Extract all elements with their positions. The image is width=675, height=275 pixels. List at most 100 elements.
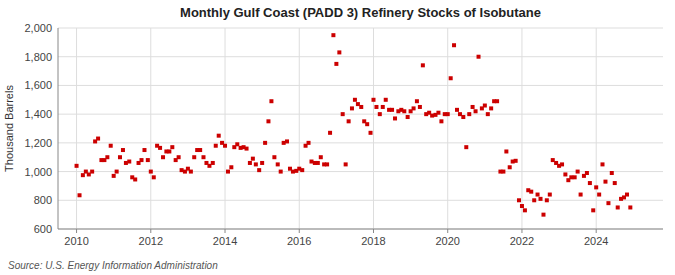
point (585, 171, 589, 175)
point (90, 170, 94, 174)
tick-mark (373, 229, 374, 233)
point (486, 112, 490, 116)
point (545, 198, 549, 202)
point (418, 105, 422, 109)
point (613, 181, 617, 185)
point (402, 109, 406, 113)
point (393, 116, 397, 120)
point (371, 98, 375, 102)
point (477, 55, 481, 59)
tick-label: 2,000 (24, 22, 52, 34)
tick-label: 2014 (213, 235, 237, 247)
point (133, 177, 137, 181)
point (223, 144, 227, 148)
point (532, 198, 536, 202)
tick-mark (596, 229, 597, 233)
point (334, 62, 338, 66)
point (161, 155, 165, 159)
y-axis-label: Thousand Barrels (3, 85, 15, 172)
grid-line (58, 28, 663, 29)
point (573, 175, 577, 179)
point (384, 98, 388, 102)
point (325, 162, 329, 166)
point (167, 149, 171, 153)
point (563, 172, 567, 176)
grid-line (58, 85, 663, 86)
point (365, 122, 369, 126)
point (254, 162, 258, 166)
grid-line (58, 142, 663, 143)
point (276, 162, 280, 166)
point (406, 115, 410, 119)
point (594, 185, 598, 189)
point (105, 155, 109, 159)
point (158, 146, 162, 150)
point (300, 168, 304, 172)
point (415, 99, 419, 103)
tick-label: 2016 (287, 235, 311, 247)
point (316, 161, 320, 165)
point (597, 193, 601, 197)
point (149, 170, 153, 174)
point (127, 160, 131, 164)
tick-label: 2022 (510, 235, 534, 247)
point (229, 165, 233, 169)
point (245, 147, 249, 151)
grid-line (58, 171, 663, 172)
point (121, 148, 125, 152)
tick-label: 1,000 (24, 166, 52, 178)
tick-label: 1,200 (24, 137, 52, 149)
title: Monthly Gulf Coast (PADD 3) Refinery Sto… (180, 5, 541, 20)
point (501, 170, 505, 174)
points (75, 33, 633, 216)
point (201, 155, 205, 159)
point (616, 205, 620, 209)
point (350, 106, 354, 110)
point (504, 149, 508, 153)
grid-line (58, 200, 663, 201)
point (279, 170, 283, 174)
point (78, 193, 82, 197)
point (359, 105, 363, 109)
point (508, 165, 512, 169)
x-axis-line (58, 229, 663, 230)
point (449, 76, 453, 80)
point (455, 108, 459, 112)
point (541, 213, 545, 217)
point (170, 145, 174, 149)
point (603, 180, 607, 184)
point (588, 181, 592, 185)
point (523, 208, 527, 212)
point (628, 205, 632, 209)
point (328, 131, 332, 135)
point (489, 106, 493, 110)
point (461, 115, 465, 119)
point (140, 158, 144, 162)
tick-mark (225, 229, 226, 233)
point (520, 204, 524, 208)
point (495, 99, 499, 103)
grid (58, 28, 663, 229)
point (319, 155, 323, 159)
point (579, 193, 583, 197)
grid-line (76, 28, 77, 229)
point (606, 201, 610, 205)
grid-line (373, 28, 374, 229)
point (192, 155, 196, 159)
point (390, 108, 394, 112)
tick-label: 2020 (435, 235, 459, 247)
point (591, 208, 595, 212)
point (285, 139, 289, 143)
point (217, 134, 221, 138)
point (378, 112, 382, 116)
point (257, 168, 261, 172)
point (452, 43, 456, 47)
tick-mark (447, 229, 448, 233)
point (471, 105, 475, 109)
point (536, 193, 540, 197)
grid-line (521, 28, 522, 229)
point (112, 174, 116, 178)
point (251, 157, 255, 161)
point (548, 193, 552, 197)
axes: 6008001,0001,2001,4001,6001,8002,0002010… (24, 22, 663, 247)
